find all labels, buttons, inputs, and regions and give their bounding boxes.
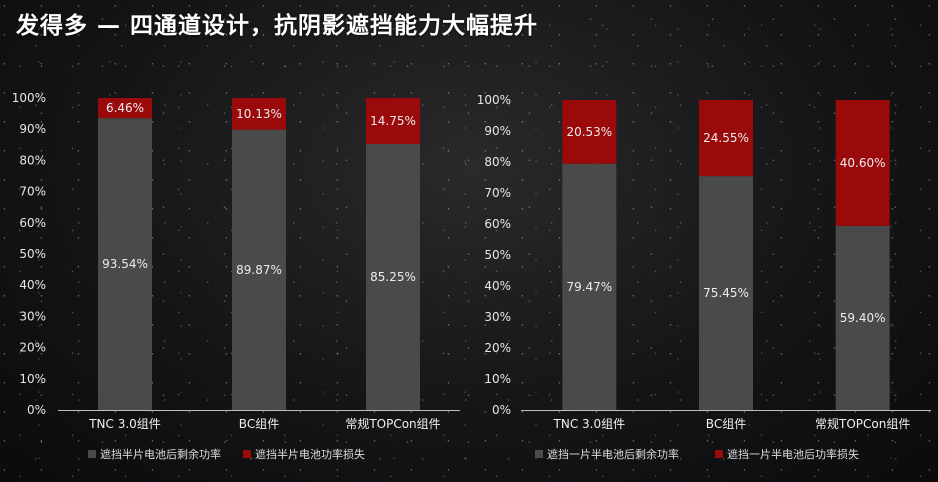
y-tick-label: 80% xyxy=(19,153,46,167)
bar-power-loss xyxy=(699,100,753,177)
category-label: BC组件 xyxy=(239,417,279,431)
y-tick-label: 0% xyxy=(492,403,511,417)
y-tick-label: 50% xyxy=(19,247,46,261)
data-label: 79.47% xyxy=(566,280,612,294)
data-label: 93.54% xyxy=(102,257,148,271)
data-label: 10.13% xyxy=(236,107,282,121)
y-tick-label: 60% xyxy=(19,216,46,230)
category-label: TNC 3.0组件 xyxy=(88,417,161,431)
category-label: BC组件 xyxy=(706,417,746,431)
bar-power-loss xyxy=(366,98,420,145)
data-label: 40.60% xyxy=(840,156,886,170)
category-label: TNC 3.0组件 xyxy=(553,417,626,431)
legend-swatch xyxy=(243,450,251,458)
legend-label: 遮挡半片电池功率损失 xyxy=(255,447,365,461)
y-tick-label: 70% xyxy=(19,185,46,199)
bar-power-loss xyxy=(835,100,890,226)
y-tick-label: 50% xyxy=(484,248,511,262)
category-label: 常规TOPCon组件 xyxy=(345,416,440,431)
chart-half-cell-shading: 0% 10% 20% 30% 40% 50% 60% 70% 80% 90% 100% 93.54% 6… xyxy=(12,91,460,461)
data-label: 6.46% xyxy=(106,101,144,115)
category-label: 常规TOPCon组件 xyxy=(815,416,910,431)
data-label: 89.87% xyxy=(236,263,282,277)
y-tick-label: 0% xyxy=(27,403,46,417)
y-tick-label: 20% xyxy=(19,341,46,355)
legend-label: 遮挡一片半电池后功率损失 xyxy=(727,447,859,461)
bar-remaining-power xyxy=(232,129,286,411)
bar-remaining-power xyxy=(562,163,617,410)
y-tick-label: 90% xyxy=(19,122,46,136)
y-tick-label: 90% xyxy=(484,124,511,138)
y-tick-label: 40% xyxy=(19,278,46,292)
y-tick-label: 70% xyxy=(484,186,511,200)
data-label: 14.75% xyxy=(370,114,416,128)
data-label: 20.53% xyxy=(566,125,612,139)
data-label: 24.55% xyxy=(703,131,749,145)
data-label: 85.25% xyxy=(370,270,416,284)
data-label: 75.45% xyxy=(703,286,749,300)
y-tick-label: 80% xyxy=(484,155,511,169)
bar-remaining-power xyxy=(835,225,890,410)
bar-power-loss xyxy=(98,98,152,119)
data-label: 59.40% xyxy=(840,311,886,325)
bar-remaining-power xyxy=(366,144,420,410)
y-tick-label: 30% xyxy=(19,309,46,323)
y-tick-label: 10% xyxy=(19,372,46,386)
y-tick-label: 60% xyxy=(484,217,511,231)
legend-swatch xyxy=(535,450,543,458)
bar-remaining-power xyxy=(98,118,152,410)
y-tick-label: 10% xyxy=(484,372,511,386)
page-title: 发得多 — 四通道设计，抗阴影遮挡能力大幅提升 xyxy=(16,13,539,39)
y-tick-label: 40% xyxy=(484,279,511,293)
legend-label: 遮挡半片电池后剩余功率 xyxy=(100,447,221,461)
legend-swatch xyxy=(88,450,96,458)
y-tick-label: 100% xyxy=(477,93,511,107)
legend-swatch xyxy=(715,450,723,458)
y-tick-label: 30% xyxy=(484,310,511,324)
legend-label: 遮挡一片半电池后剩余功率 xyxy=(547,447,679,461)
bar-power-loss xyxy=(562,100,617,164)
chart-one-and-half-cell-shading: 0% 10% 20% 30% 40% 50% 60% 70% 80% 90% 100% 79.47% 2… xyxy=(477,93,931,461)
y-tick-label: 20% xyxy=(484,341,511,355)
bar-remaining-power xyxy=(699,176,753,410)
y-tick-label: 100% xyxy=(12,91,46,105)
bar-power-loss xyxy=(232,98,286,130)
